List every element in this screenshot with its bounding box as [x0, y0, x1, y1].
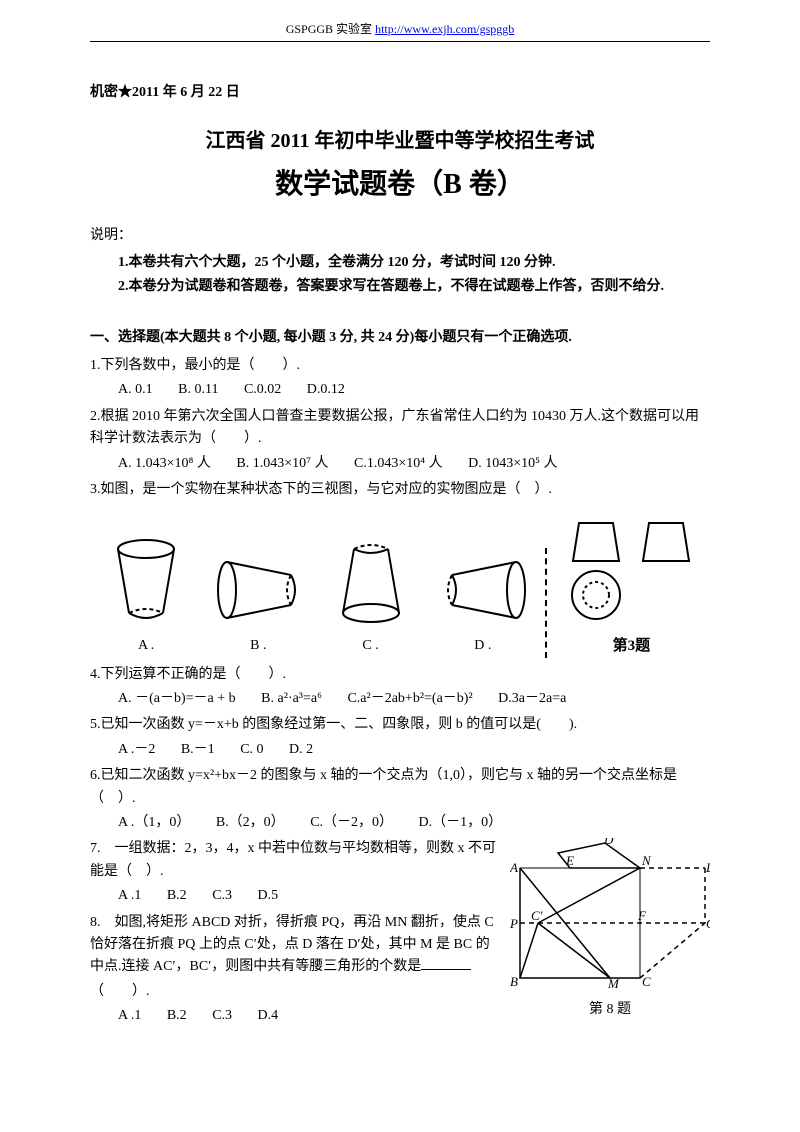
q8-blank — [421, 956, 471, 970]
q5-text: 5.已知一次函数 y=－x+b 的图象经过第一、二、四象限，则 b 的值可以是(… — [90, 714, 710, 736]
q8-caption: 第 8 题 — [510, 999, 710, 1021]
cup-b-icon — [213, 555, 303, 625]
q4-options: A. －(a－b)=－a + b B. a²·a³=a⁶ C.a²－2ab+b²… — [90, 688, 710, 710]
q5-options: A .－2 B.－1 C. 0 D. 2 — [90, 739, 710, 761]
q5-opt-b: B.－1 — [181, 739, 215, 761]
q7-opt-a: A .1 — [118, 885, 141, 907]
q8-text: 8. 如图,将矩形 ABCD 对折，得折痕 PQ，再沿 MN 翻折，使点 C 恰… — [90, 912, 502, 979]
q8-opt-b: B.2 — [167, 1005, 187, 1027]
q7-options: A .1 B.2 C.3 D.5 — [90, 885, 502, 907]
q3-fig-b: B . — [202, 555, 314, 658]
q3-caption: 第3题 — [553, 634, 710, 658]
svg-text:C′: C′ — [531, 908, 543, 923]
q1-text: 1.下列各数中，最小的是（ ）. — [90, 355, 710, 377]
q2-text: 2.根据 2010 年第六次全国人口普查主要数据公报，广东省常住人口约为 104… — [90, 406, 710, 451]
q8-opt-d: D.4 — [258, 1005, 279, 1027]
q8-text-2: （ ）. — [90, 981, 502, 1003]
q3-fig-c: C . — [314, 535, 426, 658]
three-views-icon — [561, 515, 701, 625]
q6-opt-c: C.（－2，0） — [310, 812, 393, 834]
confidential-line: 机密★2011 年 6 月 22 日 — [90, 82, 710, 104]
q3-label-d: D . — [427, 635, 539, 657]
q4-text: 4.下列运算不正确的是（ ）. — [90, 664, 710, 686]
q1-opt-b: B. 0.11 — [178, 379, 218, 401]
q3-views: 第3题 — [553, 515, 710, 657]
q6-options: A .（1，0） B.（2，0） C.（－2，0） D.（－1，0） — [90, 812, 710, 834]
q5-opt-c: C. 0 — [240, 739, 263, 761]
doc-title-2: 数学试题卷（B 卷） — [90, 163, 710, 208]
q2-options: A. 1.043×10⁸ 人 B. 1.043×10⁷ 人 C.1.043×10… — [90, 453, 710, 475]
q2-opt-a: A. 1.043×10⁸ 人 — [118, 453, 211, 475]
q3-figure-row: A . B . C . — [90, 515, 710, 657]
q6-opt-a: A .（1，0） — [118, 812, 190, 834]
q5-opt-d: D. 2 — [289, 739, 313, 761]
svg-text:F: F — [637, 908, 647, 923]
q3-label-b: B . — [202, 635, 314, 657]
svg-text:E: E — [565, 853, 574, 868]
q3-label-a: A . — [90, 635, 202, 657]
q7-opt-d: D.5 — [258, 885, 279, 907]
q3-fig-d: D . — [427, 555, 539, 658]
q4-opt-b: B. a²·a³=a⁶ — [261, 688, 322, 710]
section-1-title: 一、选择题(本大题共 8 个小题, 每小题 3 分, 共 24 分)每小题只有一… — [90, 327, 710, 349]
q8-figure: A P B M C Q D N E D′ C′ F 第 8 题 — [510, 838, 710, 1021]
q6-text: 6.已知二次函数 y=x²+bx－2 的图象与 x 轴的一个交点为（1,0），则… — [90, 765, 710, 810]
q8-opt-a: A .1 — [118, 1005, 141, 1027]
doc-title-1: 江西省 2011 年初中毕业暨中等学校招生考试 — [90, 125, 710, 157]
q1-opt-a: A. 0.1 — [118, 379, 153, 401]
header-prefix: GSPGGB 实验室 — [286, 22, 372, 36]
q2-opt-c: C.1.043×10⁴ 人 — [354, 453, 443, 475]
svg-text:M: M — [607, 976, 620, 988]
intro-label: 说明： — [90, 225, 710, 247]
q6-opt-b: B.（2，0） — [216, 812, 285, 834]
q4-opt-c: C.a²－2ab+b²=(a－b)² — [347, 688, 472, 710]
q7-text: 7. 一组数据：2，3，4，x 中若中位数与平均数相等，则数 x 不可能是（ ）… — [90, 838, 502, 883]
page-header: GSPGGB 实验室 http://www.exjh.com/gspggb — [90, 20, 710, 42]
svg-text:C: C — [642, 974, 651, 988]
q3-divider — [545, 548, 547, 658]
q2-opt-d: D. 1043×10⁵ 人 — [468, 453, 557, 475]
intro-line-1: 1.本卷共有六个大题，25 个小题，全卷满分 120 分，考试时间 120 分钟… — [90, 252, 710, 274]
svg-text:N: N — [641, 853, 652, 868]
q1-opt-d: D.0.12 — [307, 379, 345, 401]
header-link[interactable]: http://www.exjh.com/gspggb — [375, 22, 514, 36]
svg-text:P: P — [510, 916, 518, 931]
q5-opt-a: A .－2 — [118, 739, 155, 761]
q4-opt-a: A. －(a－b)=－a + b — [118, 688, 236, 710]
q2-opt-b: B. 1.043×10⁷ 人 — [236, 453, 328, 475]
svg-text:D′: D′ — [603, 838, 616, 847]
svg-text:D: D — [705, 860, 710, 875]
q3-label-c: C . — [314, 635, 426, 657]
q1-options: A. 0.1 B. 0.11 C.0.02 D.0.12 — [90, 379, 710, 401]
q3-text: 3.如图，是一个实物在某种状态下的三视图，与它对应的实物图应是（ ）. — [90, 479, 710, 501]
q6-opt-d: D.（－1，0） — [419, 812, 503, 834]
q7-opt-c: C.3 — [212, 885, 232, 907]
q7-opt-b: B.2 — [167, 885, 187, 907]
cup-a-icon — [111, 535, 181, 625]
svg-text:Q: Q — [706, 916, 710, 931]
q4-opt-d: D.3a－2a=a — [498, 688, 566, 710]
q8-opt-c: C.3 — [212, 1005, 232, 1027]
q8-options: A .1 B.2 C.3 D.4 — [90, 1005, 502, 1027]
svg-text:B: B — [510, 974, 518, 988]
q3-fig-a: A . — [90, 535, 202, 658]
q1-opt-c: C.0.02 — [244, 379, 281, 401]
q8-diagram-icon: A P B M C Q D N E D′ C′ F — [510, 838, 710, 988]
intro-line-2: 2.本卷分为试题卷和答题卷，答案要求写在答题卷上，不得在试题卷上作答，否则不给分… — [90, 276, 710, 298]
cup-c-icon — [336, 535, 406, 625]
svg-text:A: A — [510, 860, 518, 875]
cup-d-icon — [438, 555, 528, 625]
